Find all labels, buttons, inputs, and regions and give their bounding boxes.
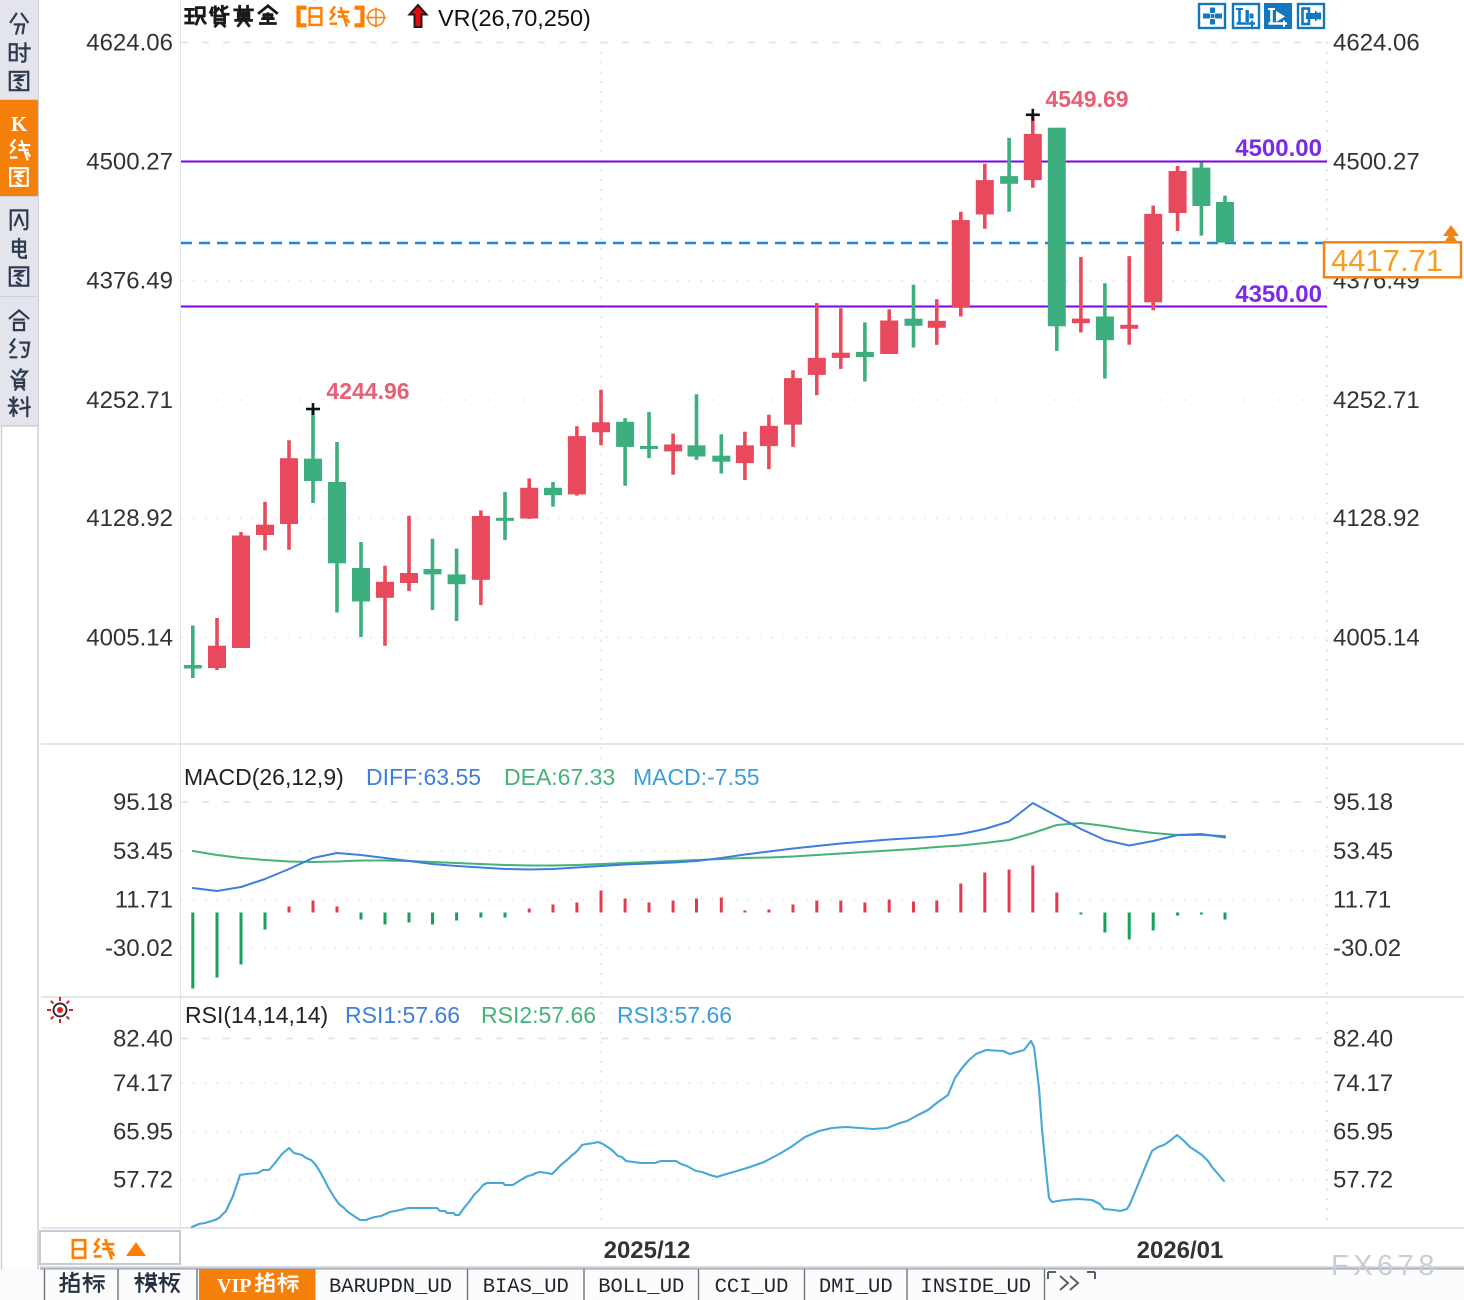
- svg-text:4244.96: 4244.96: [326, 378, 409, 404]
- svg-text:RSI3:57.66: RSI3:57.66: [617, 1002, 732, 1028]
- svg-text:4005.14: 4005.14: [1333, 625, 1420, 652]
- svg-text:57.72: 57.72: [1333, 1167, 1393, 1194]
- svg-text:VR(26,70,250): VR(26,70,250): [438, 5, 591, 31]
- svg-text:BIAS_UD: BIAS_UD: [483, 1276, 569, 1299]
- svg-text:4624.06: 4624.06: [86, 30, 173, 57]
- svg-text:65.95: 65.95: [113, 1119, 173, 1146]
- svg-text:-30.02: -30.02: [1333, 935, 1401, 962]
- svg-text:4500.00: 4500.00: [1235, 135, 1322, 162]
- svg-text:FX678: FX678: [1331, 1250, 1439, 1282]
- svg-text:4252.71: 4252.71: [1333, 387, 1420, 414]
- svg-text:4500.27: 4500.27: [1333, 149, 1420, 176]
- svg-text:-30.02: -30.02: [105, 935, 173, 962]
- svg-text:DIFF:63.55: DIFF:63.55: [366, 764, 481, 790]
- svg-text:RSI1:57.66: RSI1:57.66: [345, 1002, 460, 1028]
- svg-text:BARUPDN_UD: BARUPDN_UD: [329, 1276, 452, 1299]
- svg-text:82.40: 82.40: [113, 1026, 173, 1053]
- svg-text:4252.71: 4252.71: [86, 387, 173, 414]
- svg-text:4128.92: 4128.92: [86, 505, 173, 532]
- svg-text:MACD:-7.55: MACD:-7.55: [633, 764, 760, 790]
- svg-text:65.95: 65.95: [1333, 1119, 1393, 1146]
- svg-text:DEA:67.33: DEA:67.33: [504, 764, 615, 790]
- svg-text:4500.27: 4500.27: [86, 149, 173, 176]
- svg-text:VIP: VIP: [217, 1275, 251, 1297]
- svg-text:74.17: 74.17: [1333, 1070, 1393, 1097]
- svg-text:2026/01: 2026/01: [1137, 1237, 1224, 1264]
- svg-text:82.40: 82.40: [1333, 1026, 1393, 1053]
- svg-text:11.71: 11.71: [1333, 887, 1391, 914]
- svg-text:MACD(26,12,9): MACD(26,12,9): [184, 764, 344, 790]
- svg-text:BOLL_UD: BOLL_UD: [598, 1276, 684, 1299]
- svg-text:53.45: 53.45: [113, 838, 173, 865]
- svg-text:K: K: [11, 112, 28, 136]
- svg-text:CCI_UD: CCI_UD: [715, 1276, 789, 1299]
- svg-text:95.18: 95.18: [1333, 789, 1393, 816]
- svg-text:4417.71: 4417.71: [1331, 243, 1443, 278]
- svg-text:RSI(14,14,14): RSI(14,14,14): [185, 1002, 328, 1028]
- svg-text:57.72: 57.72: [113, 1167, 173, 1194]
- svg-text:53.45: 53.45: [1333, 838, 1393, 865]
- svg-text:4350.00: 4350.00: [1235, 281, 1322, 308]
- svg-text:2025/12: 2025/12: [604, 1237, 691, 1264]
- svg-text:4549.69: 4549.69: [1045, 86, 1128, 112]
- svg-text:4128.92: 4128.92: [1333, 505, 1420, 532]
- svg-text:4376.49: 4376.49: [86, 268, 173, 295]
- svg-text:4624.06: 4624.06: [1333, 30, 1420, 57]
- svg-text:INSIDE_UD: INSIDE_UD: [920, 1276, 1031, 1299]
- svg-text:DMI_UD: DMI_UD: [819, 1276, 893, 1299]
- svg-text:95.18: 95.18: [113, 789, 173, 816]
- svg-text:11.71: 11.71: [115, 887, 173, 914]
- svg-text:74.17: 74.17: [113, 1070, 173, 1097]
- svg-text:RSI2:57.66: RSI2:57.66: [481, 1002, 596, 1028]
- svg-text:4005.14: 4005.14: [86, 625, 173, 652]
